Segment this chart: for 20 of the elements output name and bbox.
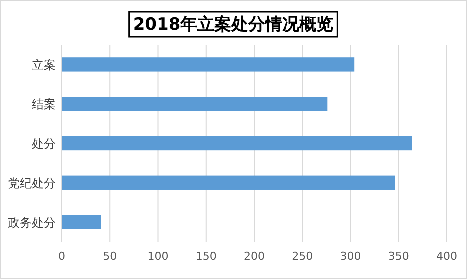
x-tick-label: 0 xyxy=(58,250,66,263)
y-tick-label: 结案 xyxy=(32,98,56,112)
y-tick-label: 政务处分 xyxy=(8,216,56,230)
x-tick-label: 100 xyxy=(148,250,169,263)
bar xyxy=(62,58,355,72)
x-tick-label: 150 xyxy=(196,250,217,263)
chart-title: 2018年立案处分情况概览 xyxy=(133,14,334,35)
x-tick-label: 350 xyxy=(388,250,410,263)
x-tick-label: 300 xyxy=(340,250,362,263)
y-tick-label: 党纪处分 xyxy=(8,176,56,190)
y-tick-label: 立案 xyxy=(32,58,56,72)
x-tick-label: 50 xyxy=(103,250,118,263)
bar xyxy=(62,97,328,112)
x-tick-label: 400 xyxy=(436,250,458,263)
x-tick-label: 200 xyxy=(244,250,265,263)
bar xyxy=(62,176,396,190)
bar xyxy=(62,215,102,230)
x-tick-label: 250 xyxy=(292,250,314,263)
bar xyxy=(62,136,412,151)
y-tick-label: 处分 xyxy=(32,137,56,151)
